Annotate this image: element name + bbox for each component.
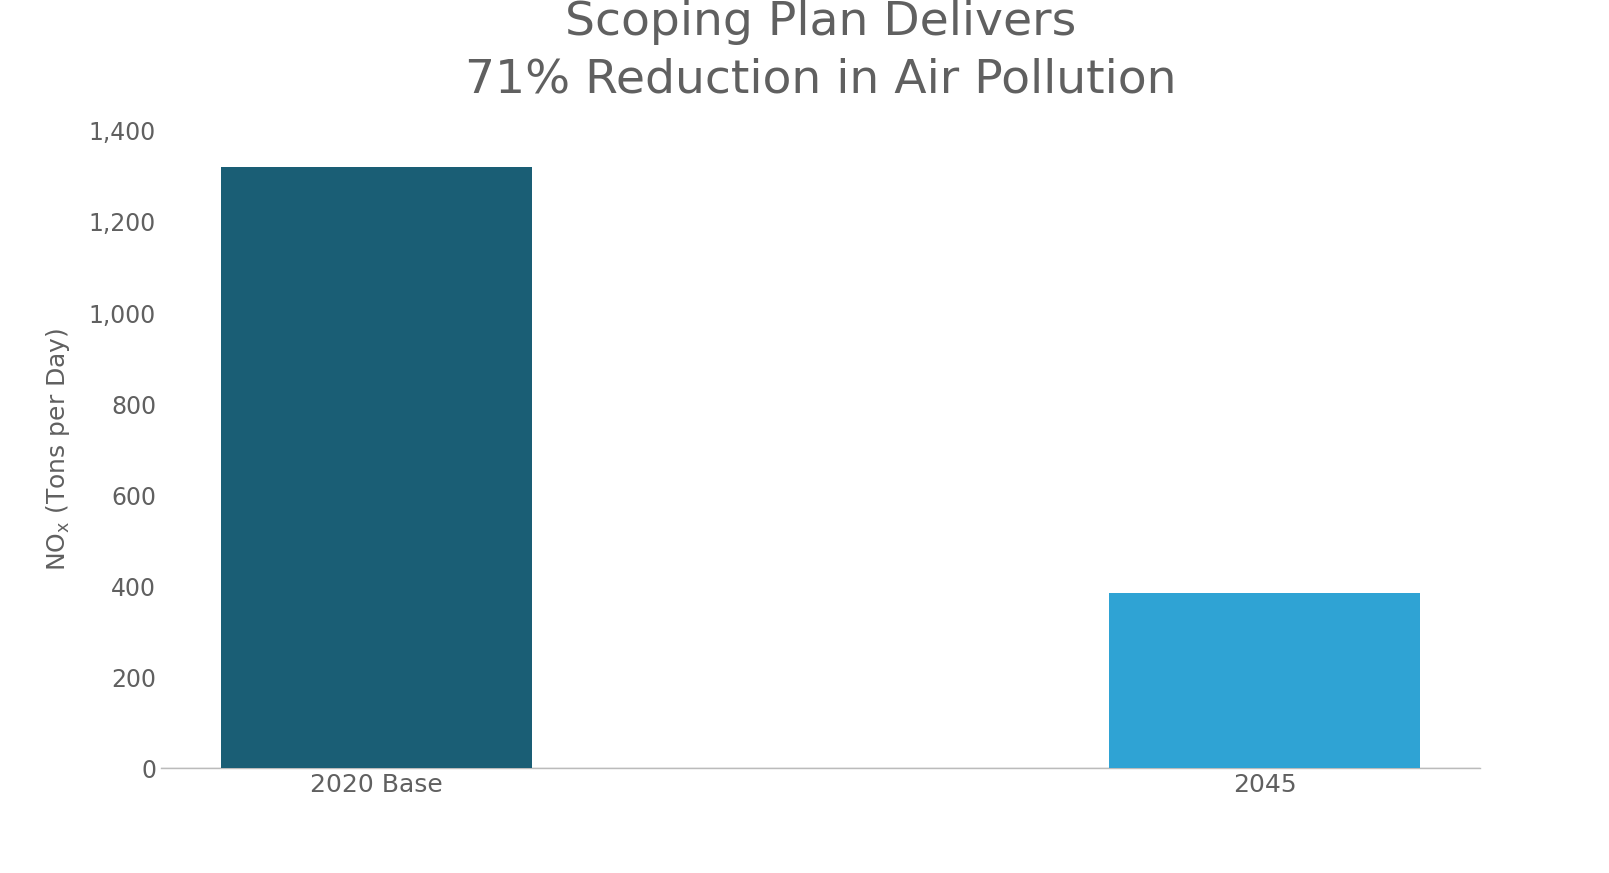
Y-axis label: $\mathrm{NO_x}$ (Tons per Day): $\mathrm{NO_x}$ (Tons per Day) bbox=[43, 328, 72, 571]
Title: Scoping Plan Delivers
71% Reduction in Air Pollution: Scoping Plan Delivers 71% Reduction in A… bbox=[465, 0, 1176, 102]
Bar bbox=[1109, 593, 1421, 768]
Bar bbox=[220, 168, 533, 768]
